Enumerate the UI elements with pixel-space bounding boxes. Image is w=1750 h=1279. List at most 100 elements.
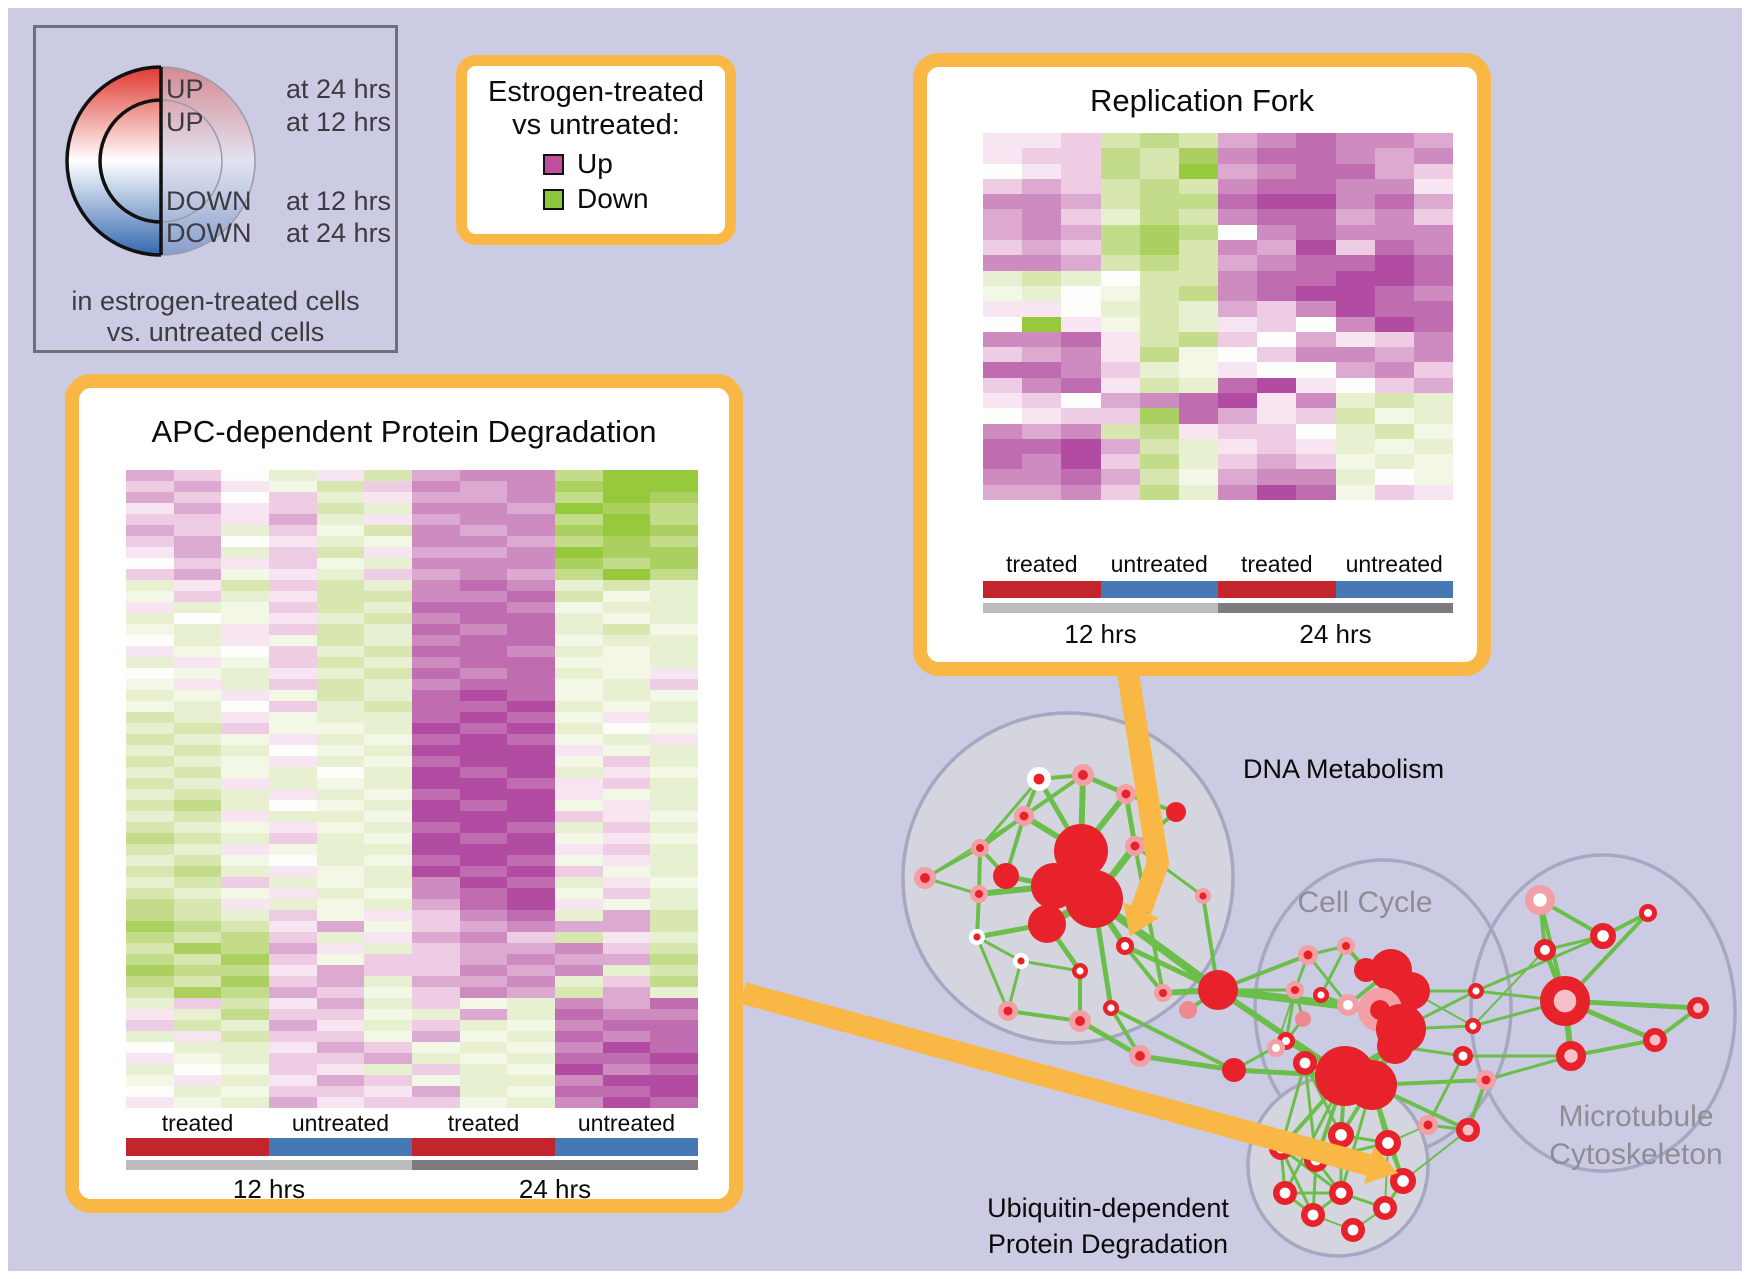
heatmap-cell xyxy=(316,470,365,481)
heatmap-cell xyxy=(316,833,365,844)
heatmap-cell xyxy=(1413,454,1453,470)
heatmap-cell xyxy=(602,723,651,734)
heatmap-cell xyxy=(555,646,603,657)
heatmap-cell xyxy=(555,767,603,778)
heatmap-cell xyxy=(1178,255,1218,271)
heatmap-cell xyxy=(650,1086,698,1097)
network-node xyxy=(1069,1010,1092,1033)
heatmap-cell xyxy=(1218,178,1258,195)
network-node xyxy=(1194,888,1211,905)
heatmap-cell xyxy=(459,646,508,657)
heatmap-cell xyxy=(1178,178,1218,195)
heatmap-cell xyxy=(269,657,317,668)
heatmap-cell xyxy=(364,492,412,503)
heatmap-cell xyxy=(983,408,1023,424)
heatmap-cell xyxy=(1100,316,1140,332)
replication-fork-box: Replication Fork treated untreated treat… xyxy=(913,53,1491,676)
heatmap-cell xyxy=(221,1009,269,1020)
heatmap-cell xyxy=(650,547,698,558)
heatmap-cell xyxy=(459,877,508,888)
down-color-swatch xyxy=(543,188,564,210)
heatmap-cell xyxy=(1139,255,1179,271)
heatmap-cell xyxy=(983,377,1023,393)
heatmap-cell xyxy=(221,580,269,591)
heatmap-cell xyxy=(650,877,698,888)
heatmap-cell xyxy=(221,602,269,613)
heatmap-cell xyxy=(221,723,269,734)
heatmap-cell xyxy=(364,503,412,514)
heatmap-cell xyxy=(1335,469,1375,485)
heatmap-cell xyxy=(1178,362,1218,378)
network-node xyxy=(1072,764,1095,787)
heatmap-cell xyxy=(650,558,698,569)
heatmap-cell xyxy=(1022,484,1062,500)
network-edge xyxy=(1110,1006,1235,1072)
heatmap-cell xyxy=(459,811,508,822)
heatmap-cell xyxy=(173,547,222,558)
heatmap-cell xyxy=(126,910,174,921)
heatmap-cell xyxy=(1335,301,1375,317)
heatmap-cell xyxy=(602,943,651,954)
heatmap-cell xyxy=(1022,347,1062,363)
heatmap-cell xyxy=(459,866,508,877)
heatmap-cell xyxy=(173,1086,222,1097)
heatmap-cell xyxy=(507,679,555,690)
heatmap-cell xyxy=(1413,194,1453,210)
heatmap-cell xyxy=(1100,408,1140,424)
24hrs-label: 24 hrs xyxy=(1299,619,1372,649)
network-node xyxy=(1026,766,1051,791)
heatmap-cell xyxy=(650,976,698,987)
heatmap-cell xyxy=(412,866,460,877)
heatmap-cell xyxy=(650,844,698,855)
heatmap-cell xyxy=(507,756,555,767)
heatmap-cell xyxy=(126,899,174,910)
heatmap-cell xyxy=(555,492,603,503)
heatmap-cell xyxy=(555,734,603,745)
heatmap-cell xyxy=(173,954,222,965)
heatmap-cell xyxy=(1335,133,1375,149)
heatmap-cell xyxy=(126,1020,174,1031)
heatmap-cell xyxy=(126,492,174,503)
heatmap-cell xyxy=(1022,377,1062,393)
heatmap-cell xyxy=(269,481,317,492)
heatmap-cell xyxy=(269,811,317,822)
heatmap-cell xyxy=(1218,224,1258,241)
heatmap-cell xyxy=(983,255,1023,271)
heatmap-cell xyxy=(602,822,651,833)
heatmap-cell xyxy=(316,1086,365,1097)
network-node xyxy=(1198,970,1238,1010)
heatmap-cell xyxy=(1218,469,1258,485)
ring-legend-box: UP at 24 hrs UP at 12 hrs DOWN at 12 hrs… xyxy=(33,25,398,353)
heatmap-cell xyxy=(602,558,651,569)
heatmap-cell xyxy=(412,899,460,910)
heatmap-cell xyxy=(459,580,508,591)
heatmap-cell xyxy=(983,454,1023,470)
heatmap-cell xyxy=(173,844,222,855)
heatmap-cell xyxy=(221,624,269,635)
heatmap-cell xyxy=(1139,316,1179,332)
heatmap-cell xyxy=(1413,301,1453,317)
heatmap-cell xyxy=(1100,362,1140,378)
heatmap-cell xyxy=(1178,484,1218,500)
heatmap-cell xyxy=(1413,362,1453,378)
updown-legend-title-1: Estrogen-treated xyxy=(487,76,704,108)
heatmap-cell xyxy=(364,591,412,602)
heatmap-cell xyxy=(1022,423,1062,439)
heatmap-cell xyxy=(412,1042,460,1053)
heatmap-cell xyxy=(1022,331,1062,348)
network-edge xyxy=(1303,1062,1343,1136)
heatmap-cell xyxy=(126,613,174,624)
heatmap-cell xyxy=(316,569,365,580)
microtubule-label-line2: Cytoskeleton xyxy=(1549,1138,1723,1171)
microtubule-cytoskeleton-label: Microtubule Cytoskeleton xyxy=(1486,1098,1750,1174)
heatmap-cell xyxy=(126,1053,174,1064)
heatmap-cell xyxy=(364,481,412,492)
heatmap-cell xyxy=(173,855,222,866)
heatmap-cell xyxy=(1257,285,1297,302)
heatmap-cell xyxy=(983,423,1023,439)
heatmap-cell xyxy=(316,635,365,646)
heatmap-cell xyxy=(173,976,222,987)
heatmap-cell xyxy=(650,1042,698,1053)
network-node xyxy=(1295,1011,1311,1027)
heatmap-cell xyxy=(364,1053,412,1064)
